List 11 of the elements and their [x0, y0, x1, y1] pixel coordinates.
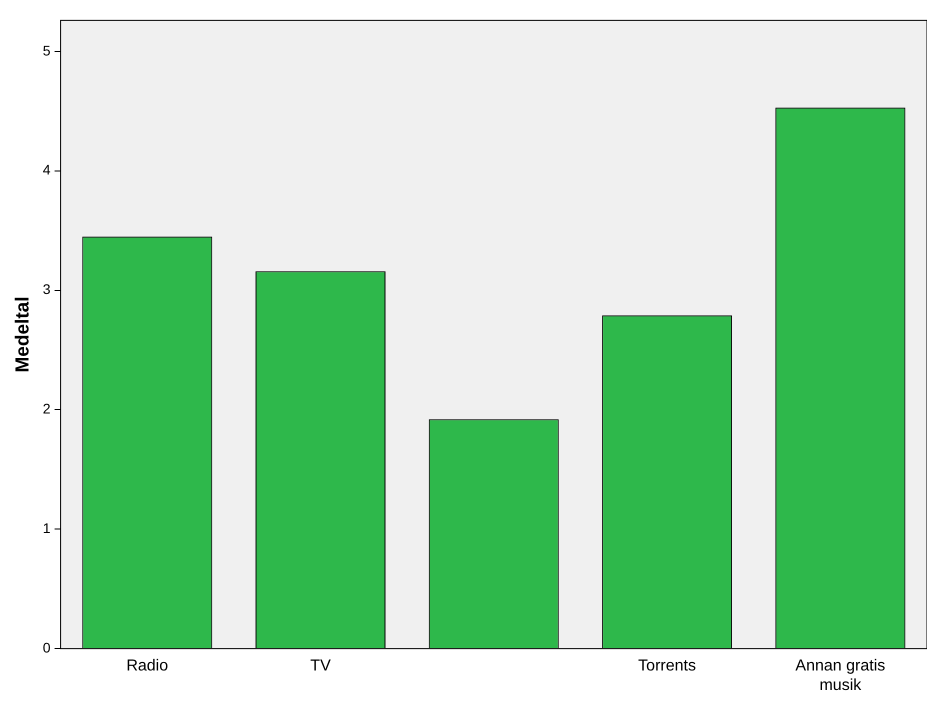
x-tick-label: Radio — [126, 658, 168, 675]
y-tick-label: 0 — [42, 639, 51, 656]
y-tick-label: 4 — [42, 162, 51, 178]
x-tick-label: Annan gratis musik — [795, 658, 886, 694]
y-tick-label: 1 — [42, 520, 51, 536]
y-tick-label: 2 — [42, 400, 51, 417]
y-tick-label: 5 — [42, 42, 51, 58]
y-tick-label: 3 — [42, 281, 51, 298]
x-tick-label: TV — [310, 658, 332, 675]
x-tick-label: Torrents — [638, 658, 696, 675]
y-axis-title: Medeltal — [12, 296, 34, 373]
